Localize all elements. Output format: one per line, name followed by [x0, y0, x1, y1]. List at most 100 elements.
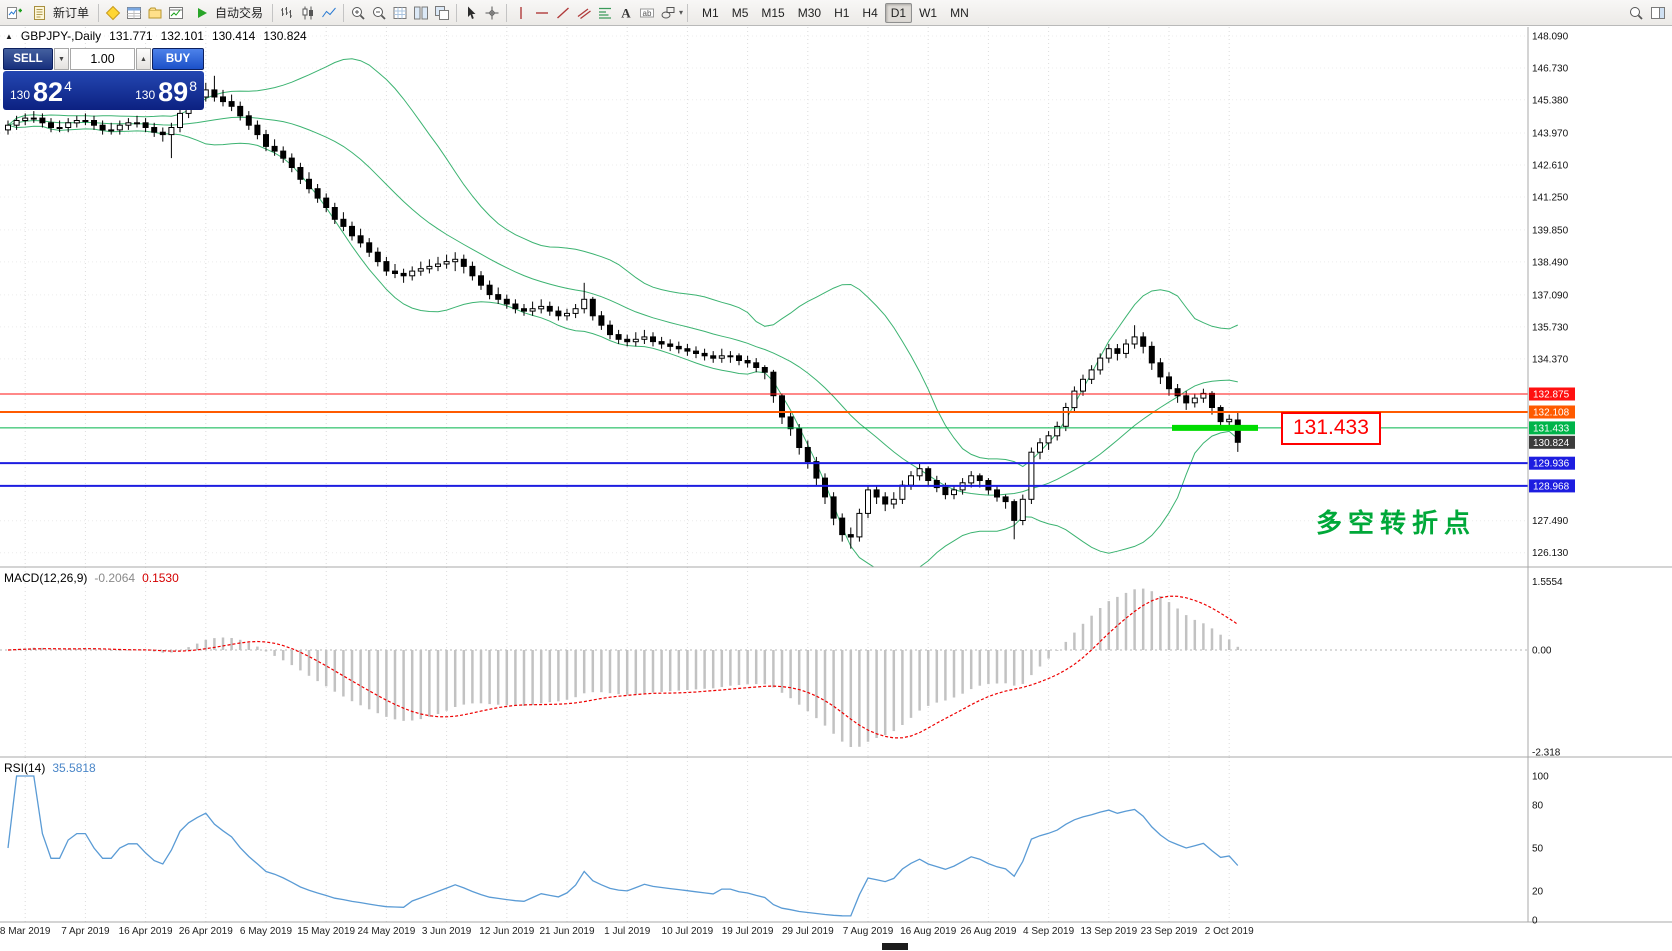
bid-price[interactable]: 130 82 4 — [10, 73, 72, 108]
horizontal-scrollbar-thumb[interactable] — [882, 943, 908, 950]
svg-text:138.490: 138.490 — [1532, 257, 1569, 268]
svg-text:146.730: 146.730 — [1532, 64, 1569, 75]
svg-text:26 Aug 2019: 26 Aug 2019 — [960, 926, 1017, 937]
svg-text:142.610: 142.610 — [1532, 160, 1569, 171]
bar-chart-type-icon[interactable] — [277, 3, 297, 23]
svg-text:ab: ab — [643, 8, 652, 17]
buy-button[interactable]: BUY — [152, 48, 204, 70]
navigator-icon[interactable] — [145, 3, 165, 23]
timeframe-button-h1[interactable]: H1 — [828, 3, 855, 23]
vertical-line-tool-icon[interactable] — [511, 3, 531, 23]
macd-main-value: -0.2064 — [94, 571, 136, 585]
svg-text:1 Jul 2019: 1 Jul 2019 — [604, 926, 651, 937]
volume-decrease-button[interactable]: ▼ — [54, 48, 69, 70]
sell-button[interactable]: SELL — [3, 48, 53, 70]
rsi-indicator-label: RSI(14) 35.5818 — [4, 761, 96, 775]
chart-symbol-label: GBPJPY-,Daily — [20, 29, 102, 43]
chart-low-value: 130.414 — [211, 29, 256, 43]
macd-signal-value: 0.1530 — [142, 571, 179, 585]
toolbar-separator — [687, 3, 689, 22]
svg-text:137.090: 137.090 — [1532, 290, 1569, 301]
new-order-button[interactable]: 新订单 — [25, 2, 94, 24]
svg-text:8 Mar 2019: 8 Mar 2019 — [0, 926, 51, 937]
one-click-trading-panel: SELL ▼ 1.00 ▲ BUY 130 82 4 130 89 8 — [3, 48, 204, 110]
new-order-label: 新订单 — [53, 6, 90, 20]
trendline-tool-icon[interactable] — [553, 3, 573, 23]
svg-text:0: 0 — [1532, 916, 1538, 927]
timeframe-button-h4[interactable]: H4 — [856, 3, 883, 23]
level-price-callout[interactable]: 131.433 — [1281, 412, 1381, 445]
svg-text:12 Jun 2019: 12 Jun 2019 — [479, 926, 534, 937]
tile-windows-icon[interactable] — [411, 3, 431, 23]
price-axis: 148.090 146.730 145.380 143.970 142.610 141.2… — [1529, 32, 1575, 559]
svg-text:19 Jul 2019: 19 Jul 2019 — [722, 926, 774, 937]
shapes-dropdown-caret[interactable]: ▾ — [679, 8, 684, 17]
rsi-value: 35.5818 — [52, 761, 96, 775]
svg-text:16 Aug 2019: 16 Aug 2019 — [900, 926, 957, 937]
timeframe-button-d1[interactable]: D1 — [884, 2, 913, 23]
volume-increase-button[interactable]: ▲ — [136, 48, 151, 70]
ask-price[interactable]: 130 89 8 — [135, 73, 197, 108]
cascade-windows-icon[interactable] — [432, 3, 452, 23]
price-level-lines — [0, 393, 1528, 487]
svg-text:A: A — [621, 5, 631, 20]
svg-text:20: 20 — [1532, 887, 1544, 898]
channel-tool-icon[interactable] — [574, 3, 594, 23]
timeframe-button-m1[interactable]: M1 — [696, 3, 725, 23]
zoom-out-icon[interactable] — [369, 3, 389, 23]
svg-text:131.433: 131.433 — [1533, 423, 1570, 434]
svg-text:145.380: 145.380 — [1532, 95, 1569, 106]
timeframe-button-m30[interactable]: M30 — [792, 3, 827, 23]
chart-close-value: 130.824 — [263, 29, 307, 43]
svg-text:126.130: 126.130 — [1532, 548, 1569, 559]
toolbar-separator — [272, 3, 274, 22]
volume-input[interactable]: 1.00 — [70, 48, 135, 70]
auto-trading-play-icon — [192, 3, 212, 23]
svg-text:141.250: 141.250 — [1532, 192, 1569, 203]
crosshair-icon[interactable] — [482, 3, 502, 23]
svg-text:127.490: 127.490 — [1532, 516, 1569, 527]
terminal-icon[interactable] — [166, 3, 186, 23]
svg-text:148.090: 148.090 — [1532, 32, 1569, 43]
svg-text:50: 50 — [1532, 844, 1544, 855]
search-icon[interactable] — [1626, 3, 1646, 23]
label-tool-icon[interactable]: ab — [637, 3, 657, 23]
turning-point-text: 多空转折点 — [1316, 508, 1477, 538]
auto-trading-button[interactable]: 自动交易 — [187, 2, 268, 24]
horizontal-line-tool-icon[interactable] — [532, 3, 552, 23]
ask-big-figure: 130 — [135, 88, 156, 102]
new-chart-icon[interactable] — [4, 3, 24, 23]
svg-text:7 Apr 2019: 7 Apr 2019 — [61, 926, 110, 937]
zoom-in-icon[interactable] — [348, 3, 368, 23]
timeframe-button-w1[interactable]: W1 — [913, 3, 943, 23]
timeframe-button-mn[interactable]: MN — [944, 3, 975, 23]
chart-high-value: 132.101 — [160, 29, 204, 43]
svg-text:130.824: 130.824 — [1533, 438, 1570, 449]
market-watch-icon[interactable] — [103, 3, 123, 23]
svg-text:1.5554: 1.5554 — [1532, 577, 1563, 588]
svg-text:134.370: 134.370 — [1532, 354, 1569, 365]
chart-open-value: 131.771 — [109, 29, 153, 43]
bid-point: 4 — [64, 78, 72, 94]
svg-text:26 Apr 2019: 26 Apr 2019 — [179, 926, 233, 937]
grid-lines — [0, 27, 1528, 922]
rsi-panel — [7, 775, 1239, 917]
line-chart-type-icon[interactable] — [319, 3, 339, 23]
cursor-icon[interactable] — [461, 3, 481, 23]
text-tool-icon[interactable]: A — [616, 3, 636, 23]
data-window-icon[interactable] — [124, 3, 144, 23]
shapes-tool-icon[interactable] — [658, 3, 678, 23]
svg-text:6 May 2019: 6 May 2019 — [240, 926, 293, 937]
timeframe-button-m15[interactable]: M15 — [755, 3, 790, 23]
one-click-collapse-icon[interactable]: ▲ — [5, 31, 13, 41]
svg-text:2 Oct 2019: 2 Oct 2019 — [1205, 926, 1254, 937]
bid-ask-display: 130 82 4 130 89 8 — [3, 71, 204, 110]
panels-icon[interactable] — [1648, 3, 1668, 23]
grid-icon[interactable] — [390, 3, 410, 23]
timeframe-button-m5[interactable]: M5 — [726, 3, 755, 23]
candlestick-type-icon[interactable] — [298, 3, 318, 23]
bollinger-bands — [7, 58, 1239, 567]
fibonacci-tool-icon[interactable] — [595, 3, 615, 23]
svg-text:132.875: 132.875 — [1533, 390, 1570, 401]
